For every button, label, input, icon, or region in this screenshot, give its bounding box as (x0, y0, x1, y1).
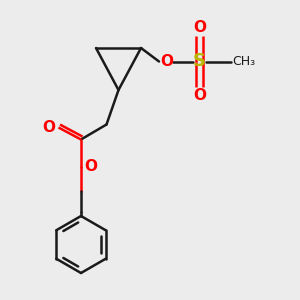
Text: CH₃: CH₃ (232, 55, 256, 68)
Text: S: S (193, 52, 206, 70)
Text: O: O (160, 54, 173, 69)
Text: O: O (193, 20, 206, 34)
Text: O: O (193, 88, 206, 104)
Text: O: O (42, 120, 55, 135)
Text: O: O (85, 159, 98, 174)
